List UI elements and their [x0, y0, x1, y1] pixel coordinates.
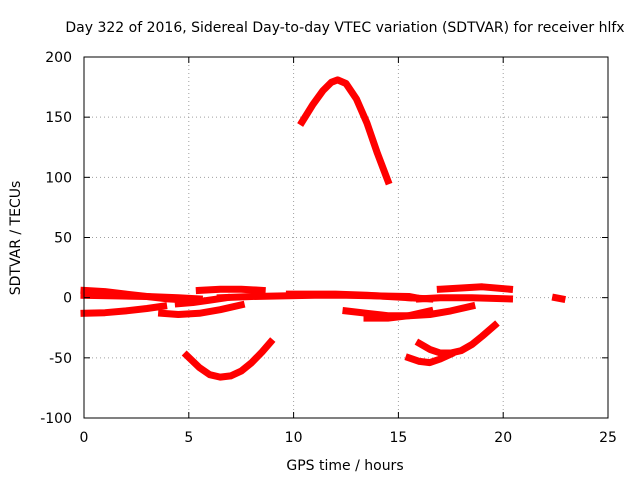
- y-tick-label: 0: [63, 291, 72, 307]
- series-line-arc-10: [297, 76, 393, 186]
- series-line-arc-16: [404, 349, 456, 367]
- series-line-arc-4: [157, 300, 246, 318]
- series-line-arc-17: [414, 320, 500, 357]
- series-line-arc-2: [80, 302, 168, 317]
- y-axis-label: SDTVAR / TECUs: [8, 181, 24, 296]
- y-tick-label: 200: [45, 50, 72, 66]
- series-line-arc-3: [80, 291, 203, 303]
- chart-title: Day 322 of 2016, Sidereal Day-to-day VTE…: [65, 20, 624, 36]
- x-tick-label: 20: [494, 430, 512, 446]
- grid-lines: [84, 57, 608, 418]
- x-tick-label: 0: [80, 430, 89, 446]
- x-axis-label: GPS time / hours: [286, 458, 403, 474]
- series-line-arc-12: [363, 306, 434, 322]
- x-tick-label: 10: [285, 430, 303, 446]
- data-series: [80, 76, 566, 381]
- series-line-arc-15: [436, 283, 514, 293]
- series-line-arc-8: [181, 337, 276, 381]
- y-tick-label: 100: [45, 170, 72, 186]
- y-tick-label: -50: [49, 351, 72, 367]
- series-line-arc-18: [551, 293, 566, 303]
- x-tick-label: 5: [184, 430, 193, 446]
- y-tick-label: 50: [54, 231, 72, 247]
- y-tick-label: -100: [40, 411, 72, 427]
- series-line-arc-6: [195, 285, 266, 295]
- series-line-arc-9: [285, 290, 413, 302]
- axis-ticks: 0 5 10 15 20 25 -100 -50 0 50 100 150 200: [40, 50, 617, 446]
- x-tick-label: 15: [389, 430, 407, 446]
- series-line-arc-14: [415, 294, 514, 303]
- x-tick-label: 25: [599, 430, 617, 446]
- y-tick-label: 150: [45, 110, 72, 126]
